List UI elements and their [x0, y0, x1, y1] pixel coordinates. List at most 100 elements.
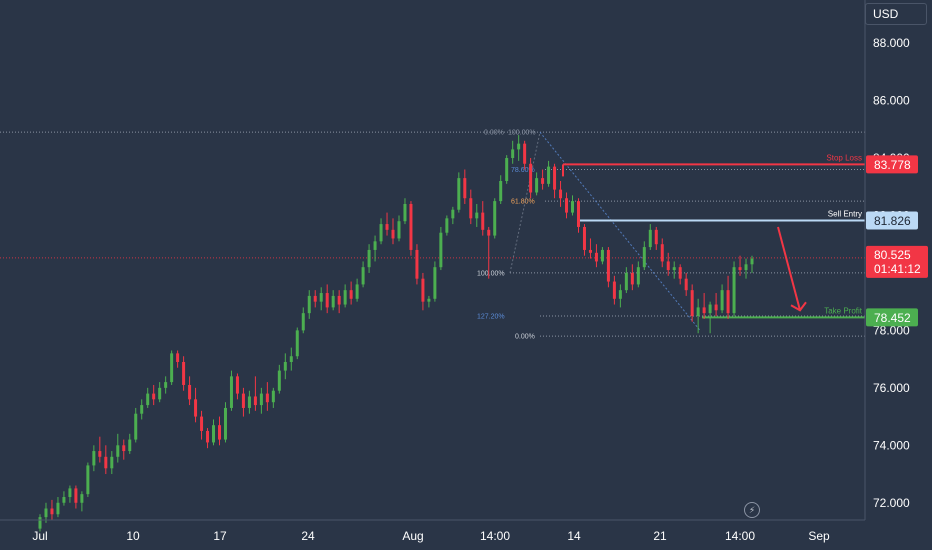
candle-body	[176, 353, 180, 362]
candle	[523, 140, 527, 170]
candle	[684, 272, 688, 296]
candle-body	[672, 267, 676, 271]
candle	[571, 195, 575, 216]
candle-body	[265, 393, 269, 403]
candle-body	[630, 272, 634, 285]
candle	[433, 261, 437, 302]
candle	[547, 160, 551, 187]
price-tag-value: 83.778	[874, 158, 911, 172]
candle-body	[523, 143, 527, 164]
candle	[289, 347, 293, 371]
candle-body	[475, 212, 479, 219]
candle-body	[86, 465, 90, 495]
candle-body	[624, 272, 628, 291]
candle	[80, 491, 84, 512]
candle-body	[235, 376, 239, 394]
candle	[128, 433, 132, 454]
candle	[594, 244, 598, 268]
candle-body	[122, 445, 126, 452]
candle	[104, 445, 108, 475]
x-tick-label: Jul	[32, 529, 47, 543]
candle-body	[553, 166, 557, 190]
candle-body	[44, 508, 48, 518]
candle	[319, 287, 323, 311]
candle-body	[463, 178, 467, 199]
price-tag: 83.778	[866, 155, 918, 174]
candle	[463, 169, 467, 204]
candle	[493, 198, 497, 239]
candle	[565, 192, 569, 219]
candle-body	[582, 226, 586, 250]
candle	[541, 169, 545, 190]
candle	[188, 376, 192, 406]
x-tick-label: 24	[301, 529, 315, 543]
candle-body	[493, 201, 497, 236]
candle-body	[253, 396, 257, 406]
candle	[600, 247, 604, 265]
candle	[313, 290, 317, 308]
candle	[487, 226, 491, 279]
candle-body	[750, 258, 754, 265]
candle	[588, 238, 592, 259]
candle-body	[325, 293, 329, 308]
candle	[499, 175, 503, 204]
price-tag: 78.452	[866, 308, 918, 327]
price-tag: 81.826	[866, 211, 918, 230]
candle-body	[541, 178, 545, 184]
candle	[624, 267, 628, 294]
candle-body	[547, 166, 551, 184]
candle	[241, 387, 245, 417]
price-tag-bg	[866, 155, 918, 174]
projection-arrow-shaft	[777, 226, 801, 311]
candle	[247, 390, 251, 414]
annotation-sell-entry: Sell Entry	[577, 209, 865, 222]
candle-body	[367, 249, 371, 268]
candles-layer	[38, 135, 754, 532]
candle	[367, 244, 371, 273]
candle	[744, 258, 748, 279]
candle	[511, 140, 515, 164]
candle	[582, 224, 586, 256]
candle	[122, 439, 126, 460]
candle-body	[421, 278, 425, 302]
candle-body	[588, 249, 592, 253]
candle	[253, 376, 257, 411]
candle	[732, 261, 736, 317]
candle-body	[80, 494, 84, 503]
candle	[379, 218, 383, 245]
candle	[62, 491, 66, 506]
candle	[283, 353, 287, 380]
candle-body	[241, 393, 245, 408]
currency-selector-button[interactable]: USD	[865, 3, 927, 25]
candle-body	[576, 201, 580, 227]
candle-body	[702, 307, 706, 314]
x-tick-label: 21	[653, 529, 667, 543]
candle-body	[349, 290, 353, 299]
fib-level-label: 0.00%	[515, 334, 535, 341]
candle-body	[62, 497, 66, 503]
candle	[666, 252, 670, 276]
candle	[337, 290, 341, 314]
candle	[672, 261, 676, 279]
candle-body	[128, 439, 132, 452]
y-tick-label: 72.000	[873, 496, 910, 510]
candle-body	[295, 330, 299, 357]
candle-body	[146, 393, 150, 406]
candle	[206, 428, 210, 449]
candle	[702, 293, 706, 319]
candle	[217, 416, 221, 446]
candle-body	[56, 502, 60, 515]
y-tick-label: 78.000	[873, 323, 910, 337]
candle-body	[343, 290, 347, 305]
fibonacci-layer: 0.00% 100.00% 78.60% 61.80% 100.00% 127.20% 0.…	[0, 130, 865, 341]
candle-body	[415, 249, 419, 279]
candle	[134, 407, 138, 443]
candle-body	[696, 307, 700, 317]
candle-body	[373, 241, 377, 250]
candle-body	[660, 244, 664, 262]
lightning-icon[interactable]: ⚡	[744, 502, 760, 518]
candle-body	[217, 425, 221, 440]
candle-body	[439, 232, 443, 268]
candle	[212, 419, 216, 446]
